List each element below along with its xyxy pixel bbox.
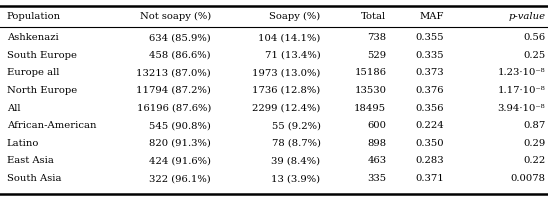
Text: 0.335: 0.335 (415, 51, 444, 60)
Text: 1.17·10⁻⁸: 1.17·10⁻⁸ (498, 86, 545, 95)
Text: 16196 (87.6%): 16196 (87.6%) (136, 104, 211, 113)
Text: 600: 600 (367, 121, 386, 130)
Text: 104 (14.1%): 104 (14.1%) (258, 33, 321, 42)
Text: 13530: 13530 (355, 86, 386, 95)
Text: 0.355: 0.355 (415, 33, 444, 42)
Text: 820 (91.3%): 820 (91.3%) (149, 139, 211, 148)
Text: North Europe: North Europe (7, 86, 77, 95)
Text: 322 (96.1%): 322 (96.1%) (149, 174, 211, 183)
Text: 3.94·10⁻⁸: 3.94·10⁻⁸ (498, 104, 545, 113)
Text: Ashkenazi: Ashkenazi (7, 33, 58, 42)
Text: 0.350: 0.350 (415, 139, 444, 148)
Text: 71 (13.4%): 71 (13.4%) (265, 51, 321, 60)
Text: 738: 738 (367, 33, 386, 42)
Text: 2299 (12.4%): 2299 (12.4%) (252, 104, 321, 113)
Text: 0.224: 0.224 (415, 121, 444, 130)
Text: 463: 463 (367, 156, 386, 166)
Text: Soapy (%): Soapy (%) (269, 12, 321, 21)
Text: 424 (91.6%): 424 (91.6%) (149, 156, 211, 166)
Text: 545 (90.8%): 545 (90.8%) (149, 121, 211, 130)
Text: 529: 529 (367, 51, 386, 60)
Text: 0.0078: 0.0078 (510, 174, 545, 183)
Text: 1.23·10⁻⁸: 1.23·10⁻⁸ (498, 68, 545, 77)
Text: All: All (7, 104, 20, 113)
Text: 335: 335 (367, 174, 386, 183)
Text: 13213 (87.0%): 13213 (87.0%) (136, 68, 211, 77)
Text: 0.376: 0.376 (415, 86, 444, 95)
Text: 0.22: 0.22 (523, 156, 545, 166)
Text: 0.87: 0.87 (523, 121, 545, 130)
Text: Latino: Latino (7, 139, 39, 148)
Text: East Asia: East Asia (7, 156, 54, 166)
Text: 898: 898 (367, 139, 386, 148)
Text: 55 (9.2%): 55 (9.2%) (272, 121, 321, 130)
Text: 15186: 15186 (355, 68, 386, 77)
Text: Total: Total (361, 12, 386, 21)
Text: 0.283: 0.283 (415, 156, 444, 166)
Text: 1736 (12.8%): 1736 (12.8%) (252, 86, 321, 95)
Text: 0.56: 0.56 (523, 33, 545, 42)
Text: South Asia: South Asia (7, 174, 61, 183)
Text: p-value: p-value (508, 12, 545, 21)
Text: 11794 (87.2%): 11794 (87.2%) (136, 86, 211, 95)
Text: 1973 (13.0%): 1973 (13.0%) (252, 68, 321, 77)
Text: 0.29: 0.29 (523, 139, 545, 148)
Text: 78 (8.7%): 78 (8.7%) (272, 139, 321, 148)
Text: 458 (86.6%): 458 (86.6%) (150, 51, 211, 60)
Text: 13 (3.9%): 13 (3.9%) (271, 174, 321, 183)
Text: 18495: 18495 (354, 104, 386, 113)
Text: Population: Population (7, 12, 61, 21)
Text: MAF: MAF (419, 12, 444, 21)
Text: 634 (85.9%): 634 (85.9%) (149, 33, 211, 42)
Text: Not soapy (%): Not soapy (%) (140, 12, 211, 21)
Text: 0.371: 0.371 (415, 174, 444, 183)
Text: 0.25: 0.25 (523, 51, 545, 60)
Text: South Europe: South Europe (7, 51, 77, 60)
Text: Europe all: Europe all (7, 68, 59, 77)
Text: 0.373: 0.373 (415, 68, 444, 77)
Text: African-American: African-American (7, 121, 96, 130)
Text: 0.356: 0.356 (415, 104, 444, 113)
Text: 39 (8.4%): 39 (8.4%) (271, 156, 321, 166)
